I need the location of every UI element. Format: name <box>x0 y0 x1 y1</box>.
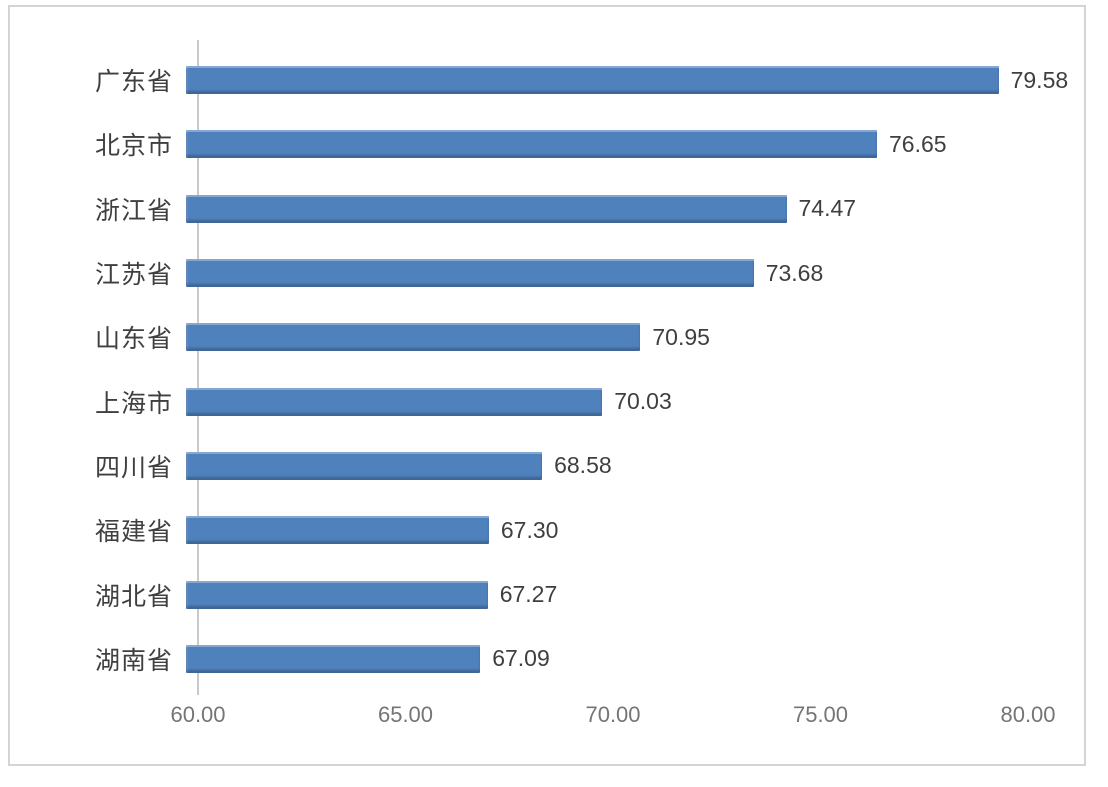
bar-track: 74.47 <box>186 194 1108 223</box>
value-label: 73.68 <box>765 259 824 286</box>
category-label: 湖南省 <box>94 646 173 675</box>
bar-track: 67.27 <box>186 580 1108 609</box>
bar-row: 湖北省 67.27 <box>0 562 1108 626</box>
bar-row: 北京市 76.65 <box>0 112 1108 176</box>
bar <box>186 323 641 352</box>
value-label: 76.65 <box>889 130 947 157</box>
category-label: 福建省 <box>94 518 173 547</box>
bar <box>186 194 787 223</box>
category-label: 江苏省 <box>94 261 173 290</box>
category-label: 浙江省 <box>94 196 173 225</box>
category-label: 四川省 <box>94 453 173 482</box>
x-axis-tick: 60.00 <box>170 702 226 727</box>
bar-row: 福建省 67.30 <box>0 498 1108 562</box>
value-label: 67.30 <box>500 516 559 543</box>
bar-row: 浙江省 74.47 <box>0 177 1108 241</box>
x-axis-tick: 65.00 <box>377 702 434 727</box>
value-label: 68.58 <box>554 452 612 479</box>
bar-row: 山东省 70.95 <box>0 305 1108 369</box>
value-label: 79.58 <box>1010 66 1069 93</box>
value-label: 67.09 <box>492 645 550 672</box>
x-axis-tick: 70.00 <box>585 702 641 727</box>
category-label: 山东省 <box>94 325 173 354</box>
category-label: 湖北省 <box>94 582 173 611</box>
bar <box>186 516 489 545</box>
bar <box>186 451 543 480</box>
x-axis-tick: 80.00 <box>1000 702 1056 727</box>
category-label: 北京市 <box>94 132 173 161</box>
bar-track: 70.95 <box>186 323 1108 352</box>
bar-row: 广东省 79.58 <box>0 48 1108 112</box>
y-axis-line <box>197 40 199 695</box>
bar <box>186 644 481 673</box>
bar-row: 上海市 70.03 <box>0 369 1108 433</box>
bar-row: 四川省 68.58 <box>0 434 1108 498</box>
value-label: 67.27 <box>499 581 558 608</box>
value-label: 70.03 <box>614 388 672 415</box>
value-label: 70.95 <box>652 323 710 350</box>
bar <box>186 259 754 288</box>
bar-track: 67.30 <box>186 516 1108 545</box>
x-axis-tick-labels: 60.00 65.00 70.00 75.00 80.00 <box>0 702 1108 736</box>
x-axis-tick: 75.00 <box>792 702 849 727</box>
bar <box>186 130 877 159</box>
category-label: 上海市 <box>94 389 173 418</box>
bar <box>186 66 999 95</box>
bar-track: 67.09 <box>186 644 1108 673</box>
bar-track: 68.58 <box>186 451 1108 480</box>
bar <box>186 580 488 609</box>
bar-rows-container: 广东省 79.58 北京市 76.65 浙江省 74.47 江苏省 73.68 山东省 70.95… <box>0 48 1108 691</box>
bar <box>186 387 603 416</box>
category-label: 广东省 <box>94 68 173 97</box>
bar-row: 湖南省 67.09 <box>0 627 1108 691</box>
bar-track: 73.68 <box>186 259 1108 288</box>
value-label: 74.47 <box>798 195 857 222</box>
bar-track: 79.58 <box>186 66 1108 95</box>
bar-track: 76.65 <box>186 130 1108 159</box>
bar-track: 70.03 <box>186 387 1108 416</box>
bar-row: 江苏省 73.68 <box>0 241 1108 305</box>
